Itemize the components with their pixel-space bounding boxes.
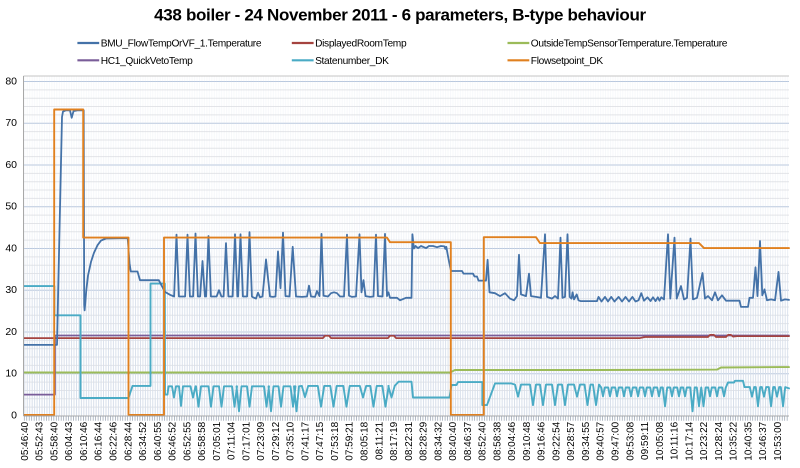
svg-text:06:04:43: 06:04:43	[64, 421, 75, 460]
svg-text:10:05:08: 10:05:08	[655, 421, 666, 460]
svg-text:20: 20	[5, 326, 17, 338]
svg-text:06:28:44: 06:28:44	[123, 421, 134, 460]
svg-text:06:10:46: 06:10:46	[79, 421, 90, 460]
svg-text:0: 0	[11, 409, 17, 421]
svg-text:10:11:16: 10:11:16	[670, 421, 681, 460]
svg-text:09:04:46: 09:04:46	[507, 421, 518, 460]
svg-text:06:52:55: 06:52:55	[182, 421, 193, 460]
svg-text:80: 80	[5, 75, 17, 87]
svg-text:10: 10	[5, 368, 17, 380]
svg-text:07:17:01: 07:17:01	[241, 421, 252, 460]
svg-text:08:34:32: 08:34:32	[433, 421, 444, 460]
svg-text:08:17:19: 08:17:19	[389, 421, 400, 460]
svg-text:HC1_QuickVetoTemp: HC1_QuickVetoTemp	[101, 56, 193, 67]
svg-text:10:23:22: 10:23:22	[699, 421, 710, 460]
svg-text:07:35:10: 07:35:10	[286, 421, 297, 460]
svg-text:09:34:55: 09:34:55	[581, 421, 592, 460]
svg-text:08:52:40: 08:52:40	[478, 421, 489, 460]
svg-text:06:34:52: 06:34:52	[138, 421, 149, 460]
svg-text:07:29:12: 07:29:12	[271, 421, 282, 460]
svg-text:08:40:40: 08:40:40	[448, 421, 459, 460]
svg-text:08:22:31: 08:22:31	[404, 421, 415, 460]
svg-text:DisplayedRoomTemp: DisplayedRoomTemp	[315, 39, 407, 50]
svg-text:09:16:46: 09:16:46	[537, 421, 548, 460]
svg-text:70: 70	[5, 117, 17, 129]
svg-text:07:05:01: 07:05:01	[212, 421, 223, 460]
svg-text:07:41:17: 07:41:17	[300, 421, 311, 460]
svg-text:10:35:22: 10:35:22	[729, 421, 740, 460]
svg-text:06:40:55: 06:40:55	[153, 421, 164, 460]
svg-text:10:28:24: 10:28:24	[714, 421, 725, 460]
svg-text:50: 50	[5, 201, 17, 213]
svg-text:08:28:29: 08:28:29	[419, 421, 430, 460]
svg-text:05:52:43: 05:52:43	[35, 421, 46, 460]
svg-text:438 boiler - 24 November 2011: 438 boiler - 24 November 2011 - 6 parame…	[154, 6, 646, 25]
svg-text:08:11:21: 08:11:21	[374, 421, 385, 460]
svg-text:40: 40	[5, 242, 17, 254]
svg-text:07:23:09: 07:23:09	[256, 421, 267, 460]
svg-text:07:53:18: 07:53:18	[330, 421, 341, 460]
svg-text:09:40:57: 09:40:57	[596, 421, 607, 460]
svg-text:08:58:38: 08:58:38	[492, 421, 503, 460]
svg-text:05:58:40: 05:58:40	[49, 421, 60, 460]
svg-text:BMU_FlowTempOrVF_1.Temperature: BMU_FlowTempOrVF_1.Temperature	[101, 39, 262, 50]
svg-text:10:53:00: 10:53:00	[773, 421, 784, 460]
svg-text:09:59:11: 09:59:11	[640, 421, 651, 460]
svg-text:05:46:40: 05:46:40	[20, 421, 31, 460]
svg-text:09:53:08: 09:53:08	[625, 421, 636, 460]
svg-text:08:05:18: 08:05:18	[360, 421, 371, 460]
svg-text:07:47:15: 07:47:15	[315, 421, 326, 460]
svg-text:30: 30	[5, 284, 17, 296]
svg-text:09:28:57: 09:28:57	[566, 421, 577, 460]
svg-text:10:40:35: 10:40:35	[743, 421, 754, 460]
svg-text:08:46:37: 08:46:37	[463, 421, 474, 460]
svg-text:60: 60	[5, 159, 17, 171]
svg-text:09:47:00: 09:47:00	[611, 421, 622, 460]
svg-text:06:16:44: 06:16:44	[94, 421, 105, 460]
svg-text:06:22:46: 06:22:46	[108, 421, 119, 460]
svg-text:07:59:21: 07:59:21	[345, 421, 356, 460]
svg-text:10:17:14: 10:17:14	[684, 421, 695, 460]
svg-text:Flowsetpoint_DK: Flowsetpoint_DK	[531, 56, 604, 67]
svg-text:07:11:04: 07:11:04	[227, 421, 238, 460]
svg-text:09:22:54: 09:22:54	[551, 421, 562, 460]
svg-text:06:46:52: 06:46:52	[168, 421, 179, 460]
svg-text:10:46:37: 10:46:37	[758, 421, 769, 460]
svg-text:OutsideTempSensorTemperature.T: OutsideTempSensorTemperature.Temperature	[531, 39, 728, 50]
svg-text:06:58:58: 06:58:58	[197, 421, 208, 460]
svg-text:Statenumber_DK: Statenumber_DK	[315, 56, 389, 67]
svg-text:09:10:48: 09:10:48	[522, 421, 533, 460]
